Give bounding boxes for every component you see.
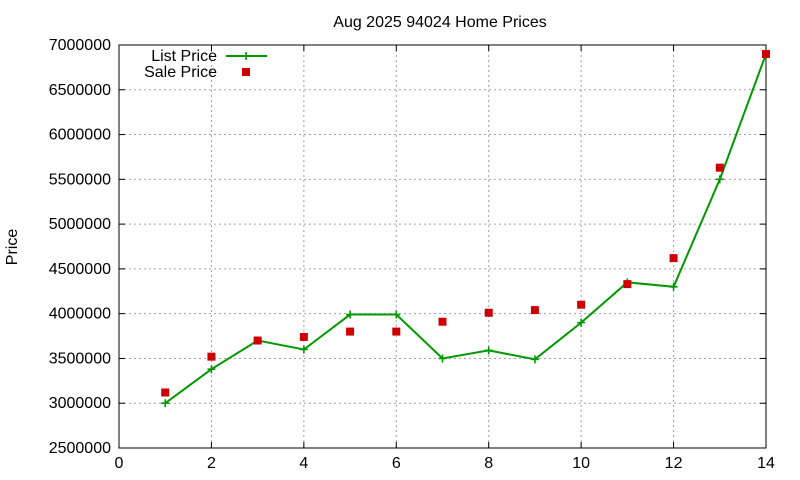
sale-price-point <box>392 327 401 336</box>
sale-price-point <box>484 308 493 317</box>
x-tick-label: 4 <box>299 455 308 472</box>
y-tick-label: 2500000 <box>49 440 111 457</box>
x-tick-label: 10 <box>572 455 590 472</box>
sale-price-point <box>253 336 262 345</box>
x-tick-label: 6 <box>392 455 401 472</box>
list-price-point <box>161 399 170 408</box>
legend-label-list-price: List Price <box>151 48 217 65</box>
sale-price-point <box>669 254 678 263</box>
list-price-point <box>669 282 678 291</box>
y-tick-label: 3500000 <box>49 350 111 367</box>
list-price-point <box>484 346 493 355</box>
sale-price-point <box>530 306 539 315</box>
x-tick-label: 14 <box>757 455 775 472</box>
y-tick-label: 3000000 <box>49 395 111 412</box>
sale-price-point <box>623 280 632 289</box>
y-tick-label: 4500000 <box>49 261 111 278</box>
sale-price-point <box>207 352 216 361</box>
y-tick-label: 5000000 <box>49 216 111 233</box>
list-price-point <box>346 310 355 319</box>
sale-price-point <box>577 300 586 309</box>
series-1 <box>161 49 770 397</box>
x-tick-label: 12 <box>665 455 683 472</box>
sale-price-point <box>762 49 770 58</box>
sale-price-point <box>299 332 308 341</box>
chart-title: Aug 2025 94024 Home Prices <box>333 14 546 31</box>
y-tick-label: 6500000 <box>49 82 111 99</box>
legend: List Price Sale Price <box>144 48 267 81</box>
series-layer <box>161 49 770 408</box>
axes <box>118 44 767 449</box>
list-price-point <box>577 318 586 327</box>
x-tick-label: 8 <box>484 455 493 472</box>
tick-labels: 0 2 4 6 8 10 12 14 2500000 3000000 3500000 4000000 4… <box>49 37 775 472</box>
list-price-line <box>164 53 767 405</box>
legend-label-sale-price: Sale Price <box>144 64 217 81</box>
sale-price-point <box>161 388 170 397</box>
sale-price-point <box>715 163 724 172</box>
list-price-point <box>530 355 539 364</box>
list-price-point <box>392 310 401 319</box>
list-price-point <box>207 365 216 374</box>
x-tick-label: 2 <box>207 455 216 472</box>
legend-marker-sale-price <box>242 68 250 76</box>
y-tick-label: 4000000 <box>49 306 111 323</box>
x-tick-label: 0 <box>115 455 124 472</box>
y-tick-label: 6000000 <box>49 127 111 144</box>
sale-price-point <box>346 327 355 336</box>
list-price-point <box>715 175 724 184</box>
plot-frame <box>118 44 767 449</box>
list-price-point <box>438 354 447 363</box>
grid-lines <box>118 44 767 449</box>
y-tick-label: 5500000 <box>49 171 111 188</box>
legend-marker-list-price <box>242 52 250 60</box>
y-tick-label: 7000000 <box>49 37 111 54</box>
series-0 <box>161 49 770 408</box>
y-axis-label: Price <box>4 229 21 266</box>
sale-price-point <box>438 317 447 326</box>
list-price-point <box>299 345 308 354</box>
